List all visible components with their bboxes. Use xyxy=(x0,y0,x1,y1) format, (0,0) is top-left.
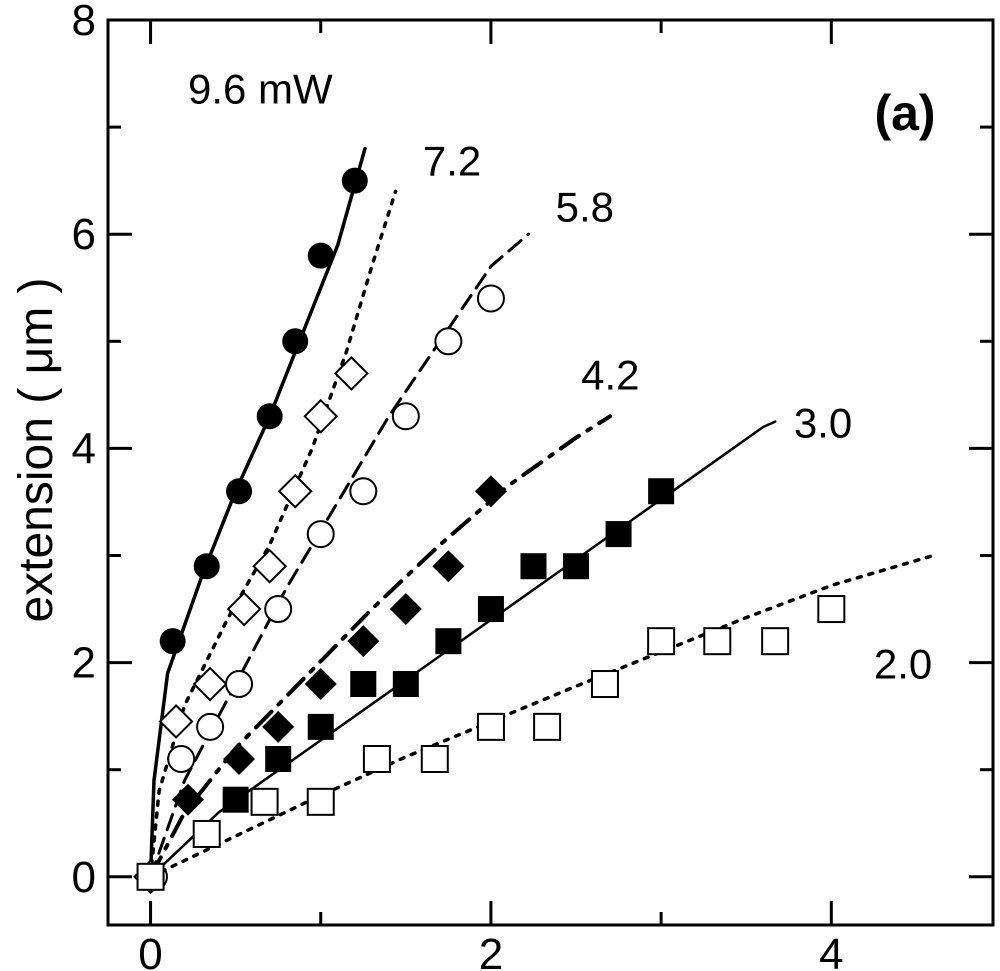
data-point xyxy=(333,356,369,391)
data-point xyxy=(262,710,295,743)
data-point xyxy=(192,819,221,848)
data-point xyxy=(435,628,462,655)
data-point xyxy=(264,595,293,624)
y-axis-title: extension ( μm ) xyxy=(10,277,63,622)
data-point xyxy=(192,666,228,702)
data-point xyxy=(533,712,562,741)
data-point xyxy=(158,704,194,739)
data-point xyxy=(389,593,422,626)
data-point xyxy=(434,327,463,356)
data-point xyxy=(252,548,288,584)
fit-line xyxy=(148,553,936,879)
series-2-0: 2.0 xyxy=(136,553,936,891)
data-point xyxy=(349,477,378,506)
data-point xyxy=(226,591,262,627)
data-point xyxy=(350,671,377,698)
data-point xyxy=(477,596,504,623)
data-point xyxy=(341,167,368,194)
data-point xyxy=(225,670,254,699)
data-point xyxy=(256,403,283,430)
series-label: 2.0 xyxy=(874,641,932,688)
series-3-0: 3.0 xyxy=(149,400,852,879)
series-label: 4.2 xyxy=(581,351,639,398)
data-point xyxy=(282,328,309,355)
data-point xyxy=(347,625,380,658)
series-label: 7.2 xyxy=(423,137,481,184)
data-point xyxy=(307,713,334,740)
y-tick-label: 2 xyxy=(72,639,96,688)
data-point xyxy=(304,668,337,701)
x-tick-label: 2 xyxy=(479,930,503,971)
data-point xyxy=(420,744,449,773)
data-point xyxy=(193,553,220,580)
data-point xyxy=(306,520,335,549)
fit-line xyxy=(149,232,530,879)
data-point xyxy=(817,595,846,624)
data-point xyxy=(648,478,675,505)
data-point xyxy=(223,742,256,775)
x-tick-label: 4 xyxy=(819,930,843,971)
y-tick-label: 8 xyxy=(72,0,96,45)
data-point xyxy=(563,553,590,580)
x-tick-label: 0 xyxy=(138,930,162,971)
data-point xyxy=(167,744,196,773)
data-point xyxy=(703,627,732,656)
data-point xyxy=(277,473,313,509)
data-point xyxy=(306,787,335,816)
data-point xyxy=(520,553,547,580)
data-point xyxy=(476,712,505,741)
data-point xyxy=(647,627,676,656)
data-point xyxy=(590,670,619,699)
data-point xyxy=(392,671,419,698)
data-point xyxy=(136,862,165,891)
panel-label: (a) xyxy=(874,85,935,141)
data-point xyxy=(226,478,253,505)
series-label: 3.0 xyxy=(794,400,852,447)
data-point xyxy=(196,712,225,741)
data-point xyxy=(222,786,249,813)
y-tick-label: 6 xyxy=(72,210,96,259)
data-point xyxy=(761,627,790,656)
data-point xyxy=(171,783,204,816)
plot-frame xyxy=(106,18,995,927)
data-point xyxy=(605,521,632,548)
series-label: 9.6 mW xyxy=(188,66,333,113)
data-point xyxy=(250,787,279,816)
fit-line xyxy=(148,189,398,879)
data-point xyxy=(391,402,420,431)
data-point xyxy=(307,242,334,269)
data-point xyxy=(476,284,505,313)
fit-line xyxy=(148,414,613,879)
data-point xyxy=(362,744,391,773)
series-label: 5.8 xyxy=(556,183,614,230)
series-4-2: 4.2 xyxy=(148,351,640,879)
y-tick-label: 0 xyxy=(72,853,96,902)
data-point xyxy=(265,745,292,772)
data-point xyxy=(159,628,186,655)
data-point xyxy=(474,475,507,508)
y-tick-label: 4 xyxy=(72,424,96,473)
data-point xyxy=(303,398,339,434)
data-point xyxy=(432,550,465,583)
